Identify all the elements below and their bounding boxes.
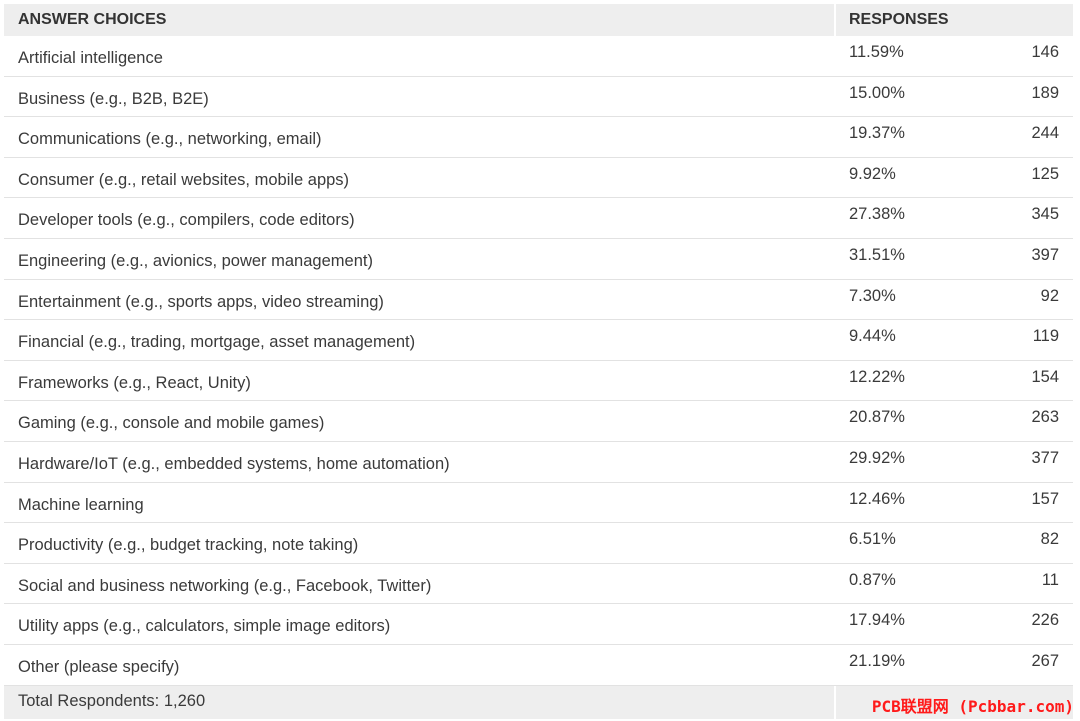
response-percent: 19.37% — [849, 124, 905, 143]
response-percent: 9.44% — [849, 327, 896, 346]
response-count: 154 — [1031, 367, 1059, 386]
response-cell: 12.22% 154 — [836, 361, 1073, 401]
response-cell: 6.51% 82 — [836, 523, 1073, 563]
response-cell: 27.38% 345 — [836, 198, 1073, 238]
response-percent: 9.92% — [849, 164, 896, 183]
response-cell: 9.92% 125 — [836, 158, 1073, 198]
table-row: Engineering (e.g., avionics, power manag… — [4, 238, 1073, 280]
response-count: 244 — [1031, 124, 1059, 143]
table-row: Communications (e.g., networking, email)… — [4, 117, 1073, 158]
response-cell: 15.00% 189 — [836, 77, 1073, 117]
table-row: Other (please specify) 21.19% 267 — [4, 644, 1073, 686]
table-row: Hardware/IoT (e.g., embedded systems, ho… — [4, 441, 1073, 483]
response-cell: 21.19% 267 — [836, 645, 1073, 685]
response-percent: 7.30% — [849, 286, 896, 305]
response-count: 119 — [1032, 327, 1059, 346]
table-row: Business (e.g., B2B, B2E) 15.00% 189 — [4, 76, 1073, 118]
response-count: 82 — [1040, 530, 1059, 549]
table-row: Financial (e.g., trading, mortgage, asse… — [4, 320, 1073, 361]
response-count: 267 — [1031, 651, 1059, 670]
response-percent: 31.51% — [849, 245, 905, 264]
answer-choice-label: Hardware/IoT (e.g., embedded systems, ho… — [18, 454, 450, 473]
response-cell: 7.30% 92 — [836, 280, 1073, 320]
response-cell: 19.37% 244 — [836, 117, 1073, 157]
table-row: Developer tools (e.g., compilers, code e… — [4, 198, 1073, 239]
table-row: Entertainment (e.g., sports apps, video … — [4, 279, 1073, 321]
response-percent: 6.51% — [849, 530, 896, 549]
response-count: 157 — [1031, 489, 1059, 508]
table-row: Machine learning 12.46% 157 — [4, 482, 1073, 524]
answer-choices-header: ANSWER CHOICES — [4, 4, 834, 36]
answer-choice-label: Developer tools (e.g., compilers, code e… — [18, 211, 355, 230]
response-count: 226 — [1031, 611, 1059, 630]
response-cell: 29.92% 377 — [836, 442, 1073, 482]
response-count: 377 — [1031, 448, 1059, 467]
responses-header: RESPONSES — [836, 4, 1073, 36]
response-count: 146 — [1031, 43, 1059, 61]
response-cell: 0.87% 11 — [836, 564, 1073, 604]
answer-choice-label: Gaming (e.g., console and mobile games) — [18, 414, 325, 433]
table-header-row: ANSWER CHOICES RESPONSES — [4, 4, 1073, 36]
response-percent: 15.00% — [849, 83, 905, 102]
response-percent: 21.19% — [849, 651, 905, 670]
answer-choice-label: Engineering (e.g., avionics, power manag… — [18, 251, 373, 270]
table-row: Artificial intelligence 11.59% 146 — [4, 36, 1073, 77]
response-percent: 27.38% — [849, 205, 905, 224]
response-percent: 12.22% — [849, 367, 905, 386]
table-row: Frameworks (e.g., React, Unity) 12.22% 154 — [4, 360, 1073, 402]
answer-choice-label: Business (e.g., B2B, B2E) — [18, 89, 209, 108]
response-count: 345 — [1031, 205, 1059, 224]
answer-choice-label: Productivity (e.g., budget tracking, not… — [18, 536, 359, 555]
response-percent: 29.92% — [849, 448, 905, 467]
response-percent: 11.59% — [849, 43, 904, 61]
response-cell: 9.44% 119 — [836, 320, 1073, 360]
footer-responses-cell — [836, 685, 1073, 719]
table-row: Gaming (e.g., console and mobile games) 2… — [4, 401, 1073, 442]
response-count: 11 — [1041, 570, 1059, 589]
response-cell: 31.51% 397 — [836, 239, 1073, 279]
answer-choice-label: Consumer (e.g., retail websites, mobile … — [18, 170, 350, 189]
answer-choice-label: Frameworks (e.g., React, Unity) — [18, 373, 251, 392]
answer-choice-label: Communications (e.g., networking, email) — [18, 130, 322, 149]
survey-results-table: ANSWER CHOICES RESPONSES Artificial inte… — [4, 4, 1073, 719]
answer-choice-label: Utility apps (e.g., calculators, simple … — [18, 617, 391, 636]
response-count: 125 — [1031, 164, 1059, 183]
table-row: Social and business networking (e.g., Fa… — [4, 563, 1073, 605]
answer-choice-label: Artificial intelligence — [18, 49, 163, 67]
table-footer-row: Total Respondents: 1,260 — [4, 685, 1073, 719]
answer-choice-label: Social and business networking (e.g., Fa… — [18, 576, 432, 595]
response-percent: 20.87% — [849, 408, 905, 427]
answer-choice-label: Other (please specify) — [18, 657, 180, 676]
response-percent: 0.87% — [849, 570, 896, 589]
table-row: Productivity (e.g., budget tracking, not… — [4, 523, 1073, 564]
total-respondents: Total Respondents: 1,260 — [4, 685, 834, 719]
table-body: Artificial intelligence 11.59% 146 Business… — [4, 36, 1073, 686]
table-row: Utility apps (e.g., calculators, simple … — [4, 604, 1073, 645]
response-count: 397 — [1031, 245, 1059, 264]
table-row: Consumer (e.g., retail websites, mobile … — [4, 157, 1073, 199]
answer-choice-label: Machine learning — [18, 495, 144, 514]
response-percent: 17.94% — [849, 611, 905, 630]
response-count: 189 — [1031, 83, 1059, 102]
response-count: 92 — [1040, 286, 1059, 305]
answer-choice-label: Entertainment (e.g., sports apps, video … — [18, 292, 384, 311]
watermark-text: PCB联盟网 (Pcbbar.com) — [871, 697, 1074, 716]
response-percent: 12.46% — [849, 489, 905, 508]
response-count: 263 — [1031, 408, 1059, 427]
response-cell: 20.87% 263 — [836, 401, 1073, 441]
answer-choice-label: Financial (e.g., trading, mortgage, asse… — [18, 333, 416, 352]
response-cell: 11.59% 146 — [836, 36, 1073, 76]
response-cell: 17.94% 226 — [836, 604, 1073, 644]
response-cell: 12.46% 157 — [836, 483, 1073, 523]
